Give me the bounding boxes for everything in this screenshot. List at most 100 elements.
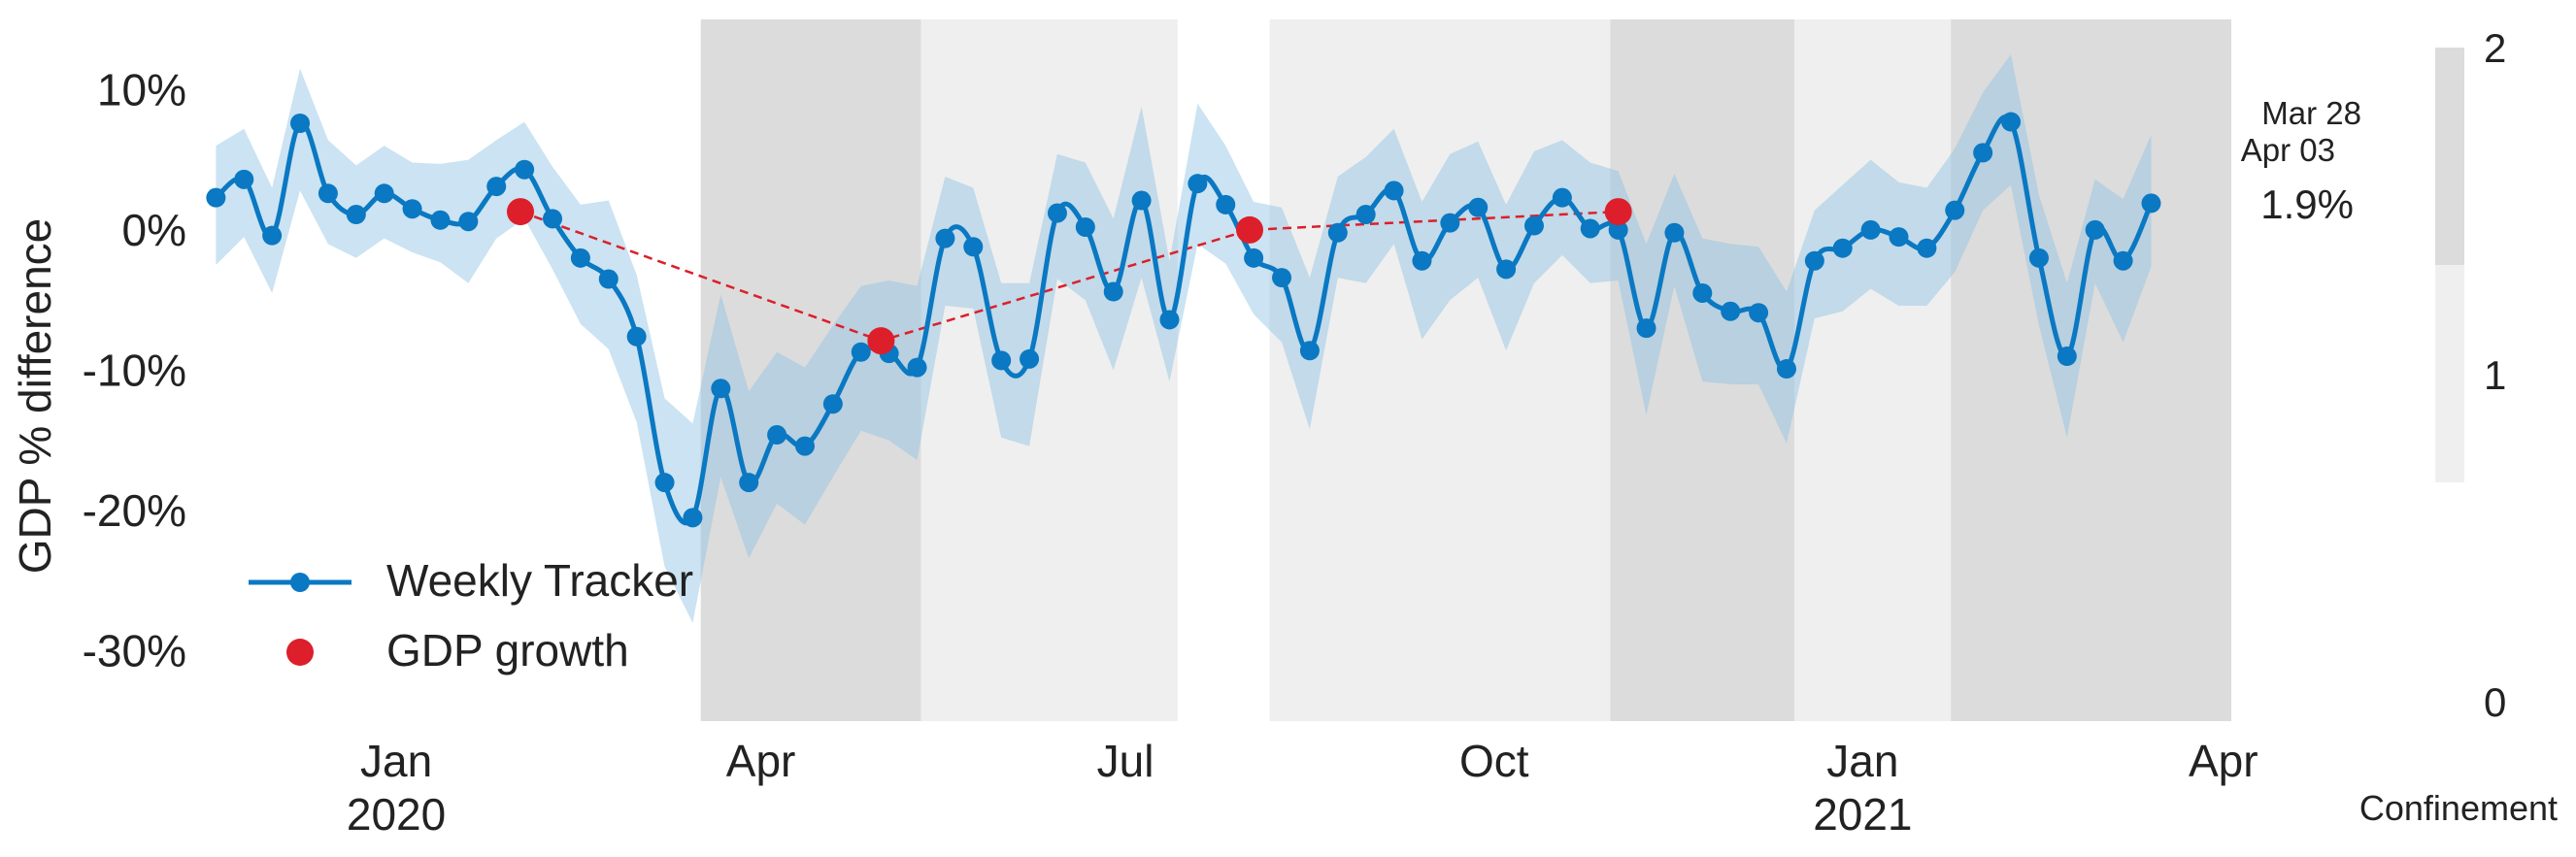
gdp-growth-line (519, 210, 1619, 343)
confinement-period-6 (1951, 19, 2231, 721)
confinement-period-2 (920, 19, 1178, 721)
tracker-point-30 (1020, 348, 1040, 369)
annotation-latest-value: 1.9% (2260, 181, 2354, 227)
gdp-point-4 (1604, 198, 1632, 226)
y-axis-label: GDP % difference (10, 218, 60, 575)
y-tick-label-3: -10% (83, 346, 186, 396)
tracker-point-7 (374, 183, 394, 204)
tracker-point-12 (515, 159, 535, 180)
colorbar-tick-1: 1 (2484, 352, 2506, 398)
tracker-point-65 (2001, 112, 2022, 132)
weekly-tracker-points (206, 112, 2161, 528)
confinement-period-1 (700, 19, 921, 721)
tracker-point-62 (1917, 238, 1937, 258)
tracker-point-33 (1103, 281, 1123, 302)
tracker-point-61 (1889, 227, 1909, 247)
tracker-point-57 (1776, 359, 1796, 379)
tracker-point-63 (1945, 200, 1965, 220)
confinement-period-5 (1794, 19, 1952, 721)
tracker-point-69 (2113, 250, 2133, 271)
annotation-date-bottom: Apr 03 (2241, 132, 2335, 168)
tracker-point-43 (1384, 181, 1404, 201)
legend-gdp-growth-marker (286, 639, 314, 666)
tracker-point-50 (1580, 218, 1600, 239)
tracker-point-35 (1159, 310, 1180, 330)
tracker-point-5 (318, 183, 338, 204)
tracker-point-21 (767, 425, 787, 445)
x-tick-label-2: Apr (726, 736, 796, 786)
tracker-point-68 (2085, 219, 2105, 240)
tracker-point-56 (1749, 303, 1769, 323)
tracker-point-37 (1216, 194, 1236, 214)
legend-gdp-growth-label: GDP growth (386, 625, 629, 676)
legend-weekly-tracker-marker (290, 573, 310, 592)
tracker-point-14 (570, 247, 590, 268)
y-tick-label-4: -20% (83, 485, 186, 536)
gdp-point-2 (867, 327, 895, 355)
tracker-point-38 (1244, 247, 1264, 268)
gdp-growth-dashed-line (519, 210, 1619, 343)
tracker-point-9 (430, 210, 451, 230)
legend-weekly-tracker-label: Weekly Tracker (386, 555, 693, 606)
tracker-point-15 (598, 269, 619, 289)
confinement-period-4 (1610, 19, 1795, 721)
tracker-point-28 (963, 237, 984, 257)
tracker-point-59 (1832, 238, 1853, 258)
tracker-point-20 (739, 473, 759, 493)
x-tick-year-5: 2021 (1813, 789, 1912, 840)
tracker-point-55 (1721, 301, 1741, 321)
tracker-point-13 (543, 209, 563, 229)
tracker-point-22 (794, 436, 815, 456)
tracker-point-27 (935, 228, 955, 248)
tracker-point-64 (1973, 143, 1993, 163)
x-tick-label-1: Jan (360, 736, 432, 786)
tracker-point-11 (486, 177, 507, 197)
tracker-point-17 (654, 473, 675, 493)
tracker-point-67 (2057, 346, 2077, 367)
tracker-point-29 (991, 350, 1012, 371)
x-tick-label-5: Jan (1826, 736, 1898, 786)
tracker-point-46 (1468, 197, 1489, 217)
tracker-point-1 (206, 187, 226, 208)
colorbar-tick-2: 2 (2484, 25, 2506, 71)
gdp-point-3 (1236, 215, 1264, 244)
tracker-point-66 (2028, 247, 2049, 268)
tracker-point-10 (458, 212, 479, 232)
colorbar-label: Confinement (2359, 788, 2558, 828)
tracker-point-44 (1412, 250, 1432, 271)
tracker-point-47 (1496, 259, 1517, 280)
gdp-point-1 (506, 198, 534, 226)
tracker-point-3 (262, 225, 283, 246)
tracker-point-54 (1692, 282, 1713, 303)
colorbar-level-1 (2435, 265, 2464, 482)
tracker-point-51 (1608, 219, 1628, 240)
tracker-point-8 (402, 199, 422, 219)
tracker-point-34 (1131, 190, 1152, 211)
tracker-point-42 (1355, 204, 1376, 224)
tracker-point-18 (683, 508, 703, 528)
tracker-point-36 (1188, 174, 1208, 194)
tracker-point-23 (822, 394, 843, 414)
tracker-point-26 (907, 357, 927, 378)
x-tick-label-6: Apr (2189, 736, 2258, 786)
y-axis-ticks: 10% 0% -10% -20% -30% (83, 64, 186, 676)
tracker-point-31 (1047, 203, 1067, 223)
y-tick-label-2: 0% (122, 205, 186, 255)
tracker-point-41 (1327, 222, 1348, 243)
y-tick-label-1: 10% (97, 64, 186, 115)
colorbar-level-2 (2435, 48, 2464, 265)
tracker-point-40 (1299, 341, 1320, 361)
tracker-point-19 (711, 379, 731, 399)
tracker-point-52 (1636, 318, 1656, 339)
tracker-point-32 (1075, 217, 1095, 238)
tracker-point-16 (626, 326, 647, 346)
gdp-growth-points (506, 198, 1632, 355)
y-tick-label-5: -30% (83, 626, 186, 676)
tracker-point-49 (1552, 187, 1572, 208)
confinement-shading (700, 19, 2231, 721)
confinement-period-3 (1269, 19, 1611, 721)
annotation-date-top: Mar 28 (2261, 95, 2361, 131)
tracker-point-4 (290, 114, 311, 134)
